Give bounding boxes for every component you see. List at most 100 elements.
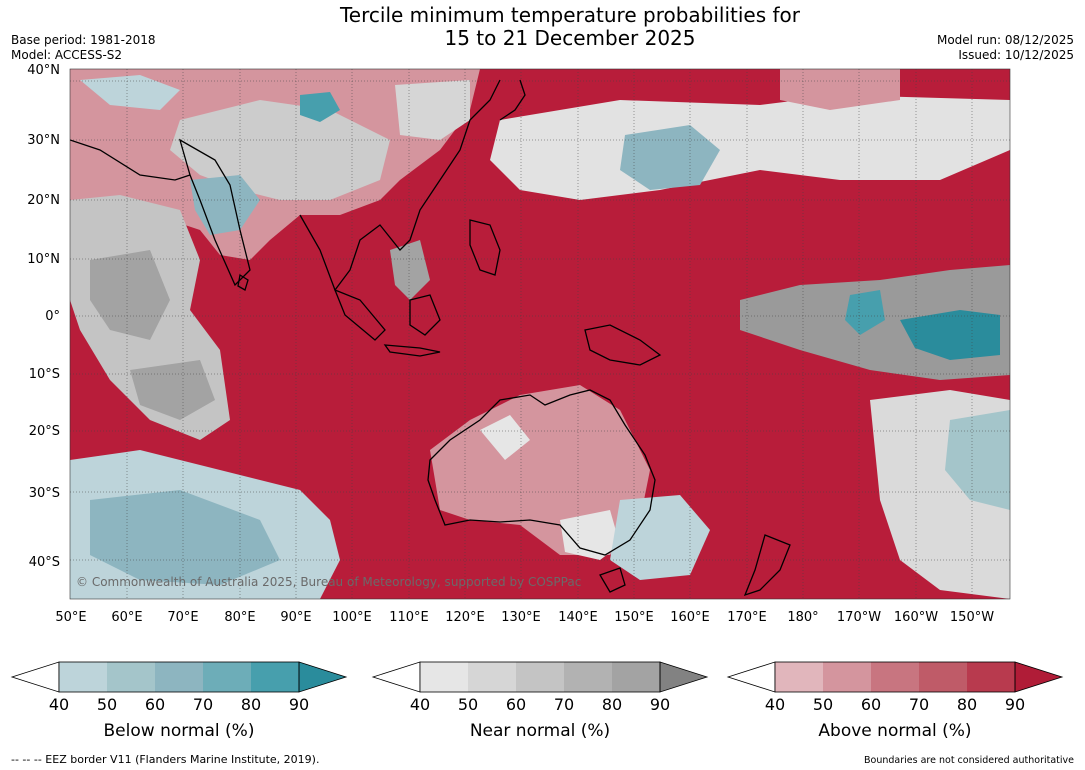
tasmania-coastline: [599, 567, 626, 593]
equatorial-pacific-below-normal-east: [900, 310, 1000, 360]
lon-label-160e: 160°E: [670, 610, 710, 625]
map-panel: [70, 69, 1010, 599]
tasman-sea-below-normal-region: [610, 495, 710, 580]
philippines-coastline: [469, 219, 501, 276]
lon-label-160w: 160°W: [894, 610, 938, 625]
south-pacific-below-normal-region: [945, 410, 1010, 510]
colorbar-above-tick-80: 80: [957, 695, 977, 714]
tibet-below-normal-region: [300, 92, 340, 122]
lat-label-20n: 20°N: [27, 193, 60, 208]
colorbar-near-swatch-5: [612, 662, 660, 692]
meridians: [126, 69, 973, 599]
new-guinea-coastline: [584, 324, 662, 366]
southeast-asia-coastline: [299, 79, 501, 292]
lon-label-140e: 140°E: [558, 610, 598, 625]
colorbar-below-tick-40: 40: [49, 695, 69, 714]
colorbar-near-swatch-1: [420, 662, 468, 692]
colorbar-below-left-cap: [10, 661, 60, 693]
lon-label-110e: 110°E: [389, 610, 429, 625]
east-china-near-normal-region: [395, 80, 470, 140]
far-north-pacific-region: [780, 69, 900, 110]
map-frame: [69, 68, 1011, 600]
arabia-coastline: [70, 139, 191, 181]
lon-label-60e: 60°E: [111, 610, 142, 625]
colorbar-below-tick-80: 80: [241, 695, 261, 714]
equatorial-pacific-below-normal-west: [845, 290, 885, 335]
colorbar-above-tick-50: 50: [813, 695, 833, 714]
colorbar-below-tick-70: 70: [193, 695, 213, 714]
southeast-australia-near-normal-spot: [560, 510, 620, 560]
colorbar-near-title: Near normal (%): [470, 721, 610, 741]
lon-label-180: 180°: [787, 610, 818, 625]
lon-label-170e: 170°E: [727, 610, 767, 625]
colorbar-below-tick-60: 60: [145, 695, 165, 714]
boundaries-disclaimer: Boundaries are not considered authoritat…: [864, 755, 1074, 766]
coastlines: [70, 79, 791, 597]
lon-label-100e: 100°E: [332, 610, 372, 625]
south-indian-near-normal-core: [130, 360, 215, 420]
colorbar-below-swatch-5: [251, 662, 299, 692]
colorbar-near-tick-80: 80: [602, 695, 622, 714]
lat-label-30n: 30°N: [27, 133, 60, 148]
colorbar-above-swatch-5: [967, 662, 1015, 692]
colorbar-near-right-cap: [659, 661, 709, 693]
colorbar-above-tick-40: 40: [765, 695, 785, 714]
colorbar-near-outline: [419, 661, 661, 693]
copyright-notice: © Commonwealth of Australia 2025, Bureau…: [76, 575, 581, 589]
colorbar-below-right-cap: [298, 661, 348, 693]
lon-label-70e: 70°E: [167, 610, 198, 625]
colorbar-above-swatch-3: [871, 662, 919, 692]
graticule: [70, 80, 1010, 561]
colorbar-near-tick-60: 60: [506, 695, 526, 714]
lon-label-130e: 130°E: [501, 610, 541, 625]
title-line-2: 15 to 21 December 2025: [444, 26, 696, 50]
colorbar-above-swatch-4: [919, 662, 967, 692]
colorbar-near-tick-40: 40: [410, 695, 430, 714]
lat-label-equator: 0°: [45, 309, 60, 324]
longitude-labels: 50°E 60°E 70°E 80°E 90°E 100°E 110°E 120…: [55, 610, 994, 625]
colorbar-above-tick-60: 60: [861, 695, 881, 714]
borneo-coastline: [409, 294, 441, 336]
colorbar-near-swatch-3: [516, 662, 564, 692]
issued-date: Issued: 10/12/2025: [958, 48, 1074, 62]
colorbar-near-tick-50: 50: [458, 695, 478, 714]
model-name: Model: ACCESS-S2: [11, 48, 123, 62]
map-title: Tercile minimum temperature probabilitie…: [0, 4, 1085, 50]
colorbar-below-swatch-2: [107, 662, 155, 692]
japan-korea-coastline: [499, 79, 526, 121]
colorbar-near-normal: 40 50 60 70 80 90 Near normal (%): [371, 661, 709, 741]
lon-label-120e: 120°E: [445, 610, 485, 625]
india-china-near-normal-region: [170, 100, 390, 200]
latitude-labels: 40°N 30°N 20°N 10°N 0° 10°S 20°S 30°S 40…: [27, 63, 60, 570]
colorbar-below-normal: 40 50 60 70 80 90 Below normal (%): [10, 661, 348, 741]
arabian-sea-near-normal-core: [90, 250, 170, 340]
lat-label-40n: 40°N: [27, 63, 60, 78]
colorbar-above-left-cap: [726, 661, 776, 693]
lat-label-10n: 10°N: [27, 252, 60, 267]
new-zealand-coastline: [743, 534, 791, 597]
lon-label-150e: 150°E: [614, 610, 654, 625]
colorbar-near-tick-90: 90: [650, 695, 670, 714]
arabia-below-normal-region: [80, 75, 180, 110]
lat-label-10s: 10°S: [29, 367, 60, 382]
colorbar-near-swatch-2: [468, 662, 516, 692]
india-coastline: [178, 138, 251, 287]
colorbar-below-tick-90: 90: [289, 695, 309, 714]
colorbar-above-tick-70: 70: [909, 695, 929, 714]
colorbar-above-title: Above normal (%): [818, 721, 971, 741]
colorbar-below-outline: [58, 661, 300, 693]
colorbar-below-tick-50: 50: [97, 695, 117, 714]
north-australia-near-normal-spot: [480, 415, 530, 460]
java-coastline: [383, 344, 441, 357]
colorbar-near-swatch-4: [564, 662, 612, 692]
colorbar-above-outline: [774, 661, 1016, 693]
lon-label-170w: 170°W: [837, 610, 881, 625]
colorbar-above-swatch-2: [823, 662, 871, 692]
base-period: Base period: 1981-2018: [11, 33, 156, 47]
eez-border-note: -- -- -- EEZ border V11 (Flanders Marine…: [11, 753, 319, 766]
lon-label-50e: 50°E: [55, 610, 86, 625]
southern-indian-ocean-below-normal-core: [90, 490, 280, 585]
colorbar-below-title: Below normal (%): [104, 721, 255, 741]
lat-label-20s: 20°S: [29, 424, 60, 439]
